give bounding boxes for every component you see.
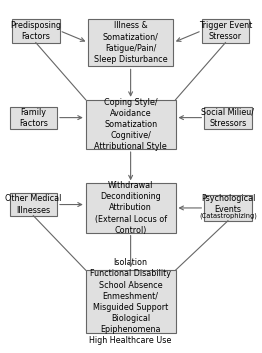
- FancyBboxPatch shape: [10, 193, 57, 216]
- Text: Coping Style/
Avoidance
Somatization
Cognitive/
Attributional Style: Coping Style/ Avoidance Somatization Cog…: [94, 98, 167, 151]
- Text: Predisposing
Factors: Predisposing Factors: [10, 20, 61, 41]
- FancyBboxPatch shape: [86, 100, 176, 149]
- Text: Social Milieu/
Stressors: Social Milieu/ Stressors: [201, 108, 254, 128]
- FancyBboxPatch shape: [88, 19, 173, 66]
- Text: (Catastrophizing): (Catastrophizing): [199, 213, 257, 219]
- FancyBboxPatch shape: [10, 107, 57, 129]
- Text: Trigger Event
Stressor: Trigger Event Stressor: [199, 20, 252, 41]
- FancyBboxPatch shape: [86, 270, 176, 333]
- Text: Other Medical
Illnesses: Other Medical Illnesses: [5, 195, 62, 215]
- FancyBboxPatch shape: [204, 195, 252, 221]
- Text: Isolation
Functional Disability
School Absence
Enmeshment/
Misguided Support
Bio: Isolation Functional Disability School A…: [89, 258, 172, 345]
- Text: Psychological
Events: Psychological Events: [201, 194, 255, 214]
- FancyBboxPatch shape: [204, 107, 252, 129]
- FancyBboxPatch shape: [86, 183, 176, 233]
- Text: Withdrawal
Deconditioning
Attribution
(External Locus of
Control): Withdrawal Deconditioning Attribution (E…: [95, 181, 167, 235]
- Text: Illness &
Somatization/
Fatigue/Pain/
Sleep Disturbance: Illness & Somatization/ Fatigue/Pain/ Sl…: [94, 22, 167, 64]
- Text: Family
Factors: Family Factors: [19, 108, 48, 128]
- FancyBboxPatch shape: [202, 19, 249, 43]
- FancyBboxPatch shape: [12, 19, 59, 43]
